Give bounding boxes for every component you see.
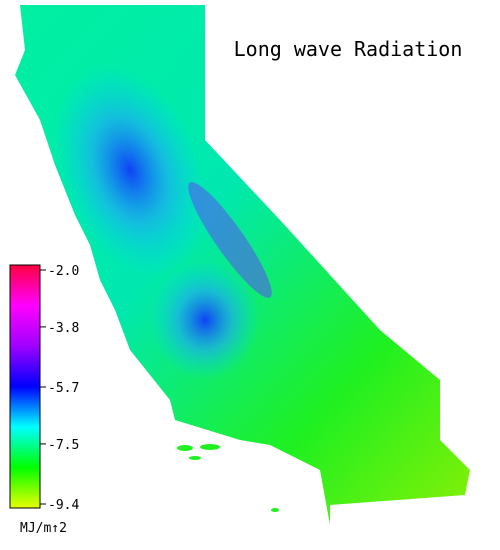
islands: [177, 444, 279, 512]
map-title: Long wave Radiation: [234, 37, 463, 61]
colorbar-tick-label: -5.7: [48, 381, 79, 396]
colorbar-tick-label: -2.0: [48, 264, 79, 279]
colorbar-tick-label: -3.8: [48, 321, 79, 336]
colorbar-tick-label: -9.4: [48, 498, 79, 513]
colorbar-label: MJ/m↑2: [20, 521, 67, 536]
colorbar: [9, 264, 41, 509]
colorbar-tick-label: -7.5: [48, 438, 79, 453]
